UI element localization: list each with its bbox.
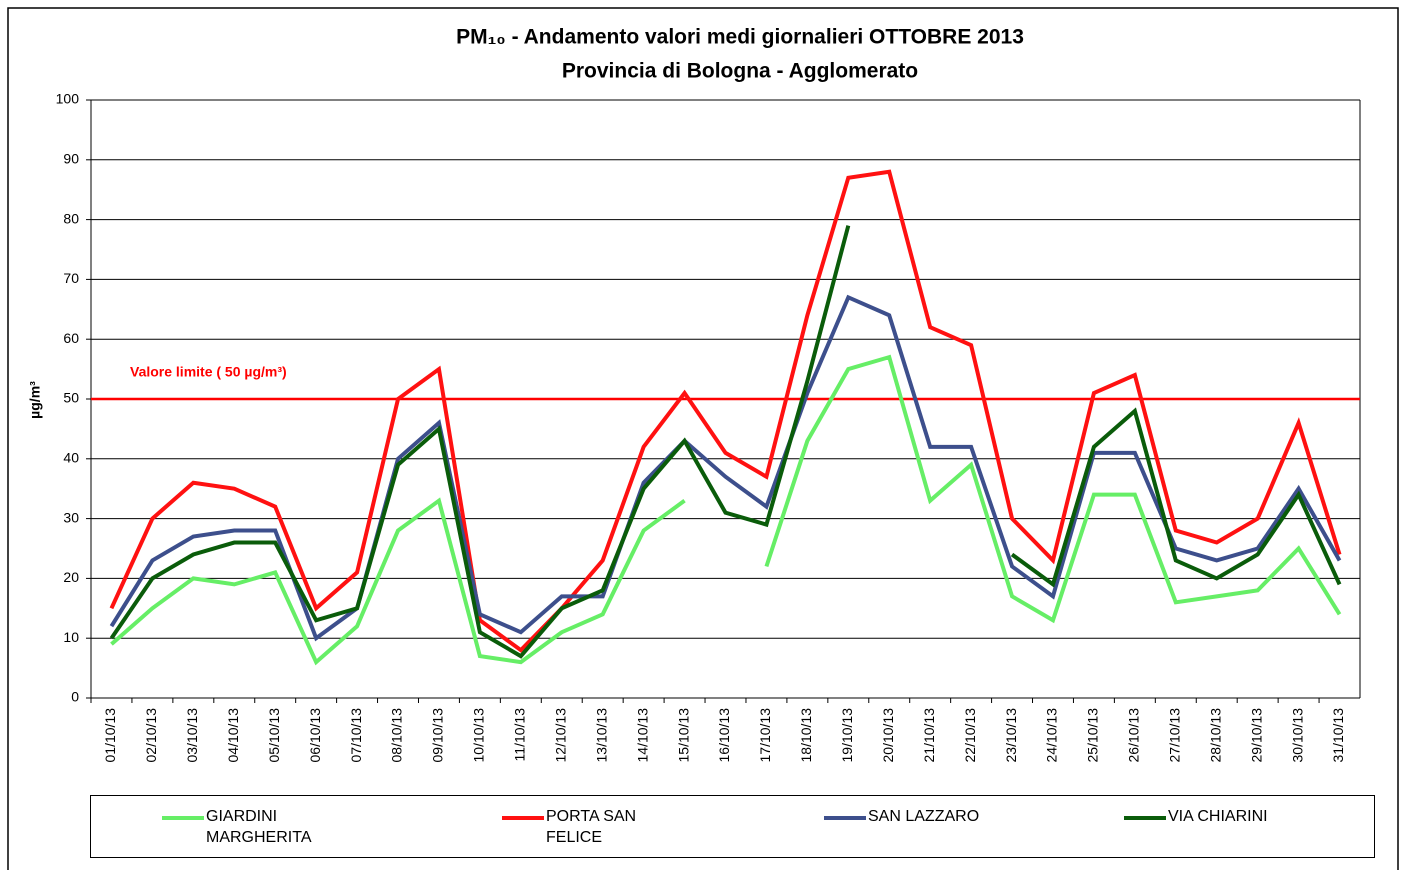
- y-tick-label: 40: [63, 450, 79, 466]
- series-line: [109, 169, 1342, 653]
- x-tick-label: 17/10/13: [757, 708, 773, 763]
- y-tick-label: 100: [56, 91, 80, 107]
- series-line: [109, 225, 1342, 659]
- x-tick-label: 31/10/13: [1330, 708, 1346, 763]
- x-tick-label: 09/10/13: [430, 708, 446, 763]
- legend: GIARDINI MARGHERITA PORTA SAN FELICE SAN L…: [90, 795, 1375, 858]
- legend-label: SAN LAZZARO: [868, 808, 980, 825]
- legend-entry: VIA CHIARINI: [1124, 806, 1368, 827]
- x-tick-label: 07/10/13: [348, 708, 364, 763]
- legend-entry: PORTA SAN FELICE: [502, 806, 696, 848]
- legend-label: PORTA SAN FELICE: [546, 808, 637, 846]
- x-tick-label: 30/10/13: [1289, 708, 1305, 763]
- x-tick-label: 11/10/13: [512, 708, 528, 762]
- x-tick-label: 10/10/13: [471, 708, 487, 763]
- y-tick-label: 50: [63, 390, 79, 406]
- x-tick-label: 01/10/13: [102, 708, 118, 763]
- chart-subtitle: Provincia di Bologna - Agglomerato: [562, 60, 918, 83]
- y-axis-label: µg/m³: [27, 381, 43, 419]
- y-tick-label: 20: [63, 569, 79, 585]
- x-tick-label: 23/10/13: [1003, 708, 1019, 763]
- legend-swatch: [162, 816, 204, 820]
- x-tick-label: 02/10/13: [143, 708, 159, 763]
- legend-swatch: [824, 816, 866, 820]
- x-tick-label: 13/10/13: [593, 708, 609, 763]
- y-tick-label: 70: [63, 270, 79, 286]
- series-line: [109, 294, 1342, 642]
- x-tick-label: 14/10/13: [634, 708, 650, 763]
- reference-label: Valore limite ( 50 µg/m³): [130, 364, 287, 380]
- chart-title: PM₁₀ - Andamento valori medi giornalieri…: [456, 26, 1024, 49]
- x-tick-label: 28/10/13: [1207, 708, 1223, 763]
- y-tick-label: 10: [63, 629, 79, 645]
- x-tick-label: 24/10/13: [1044, 708, 1060, 763]
- y-tick-label: 0: [71, 689, 79, 705]
- legend-label: GIARDINI MARGHERITA: [206, 808, 312, 846]
- x-tick-label: 15/10/13: [675, 708, 691, 763]
- series-line: [110, 354, 1342, 666]
- legend-swatch: [502, 816, 544, 820]
- y-tick-label: 60: [63, 330, 79, 346]
- x-tick-label: 25/10/13: [1085, 708, 1101, 763]
- x-tick-label: 22/10/13: [962, 708, 978, 763]
- y-tick-label: 30: [63, 509, 79, 525]
- x-tick-label: 03/10/13: [184, 708, 200, 763]
- x-tick-label: 19/10/13: [839, 708, 855, 763]
- y-tick-label: 90: [63, 151, 79, 167]
- y-tick-label: 80: [63, 210, 79, 226]
- x-tick-label: 16/10/13: [716, 708, 732, 763]
- legend-entry: GIARDINI MARGHERITA: [162, 806, 356, 848]
- x-tick-label: 06/10/13: [307, 708, 323, 763]
- x-tick-label: 08/10/13: [389, 708, 405, 763]
- x-tick-label: 04/10/13: [225, 708, 241, 763]
- legend-swatch: [1124, 816, 1166, 820]
- legend-label: VIA CHIARINI: [1168, 808, 1268, 825]
- x-tick-label: 29/10/13: [1248, 708, 1264, 763]
- frame: [7, 7, 1399, 870]
- legend-entry: SAN LAZZARO: [824, 806, 1018, 827]
- x-tick-label: 21/10/13: [921, 708, 937, 763]
- x-tick-label: 20/10/13: [880, 708, 896, 763]
- x-tick-label: 26/10/13: [1126, 708, 1142, 763]
- x-tick-label: 18/10/13: [798, 708, 814, 763]
- x-tick-label: 27/10/13: [1166, 708, 1182, 763]
- x-tick-label: 12/10/13: [552, 708, 568, 763]
- x-tick-label: 05/10/13: [266, 708, 282, 763]
